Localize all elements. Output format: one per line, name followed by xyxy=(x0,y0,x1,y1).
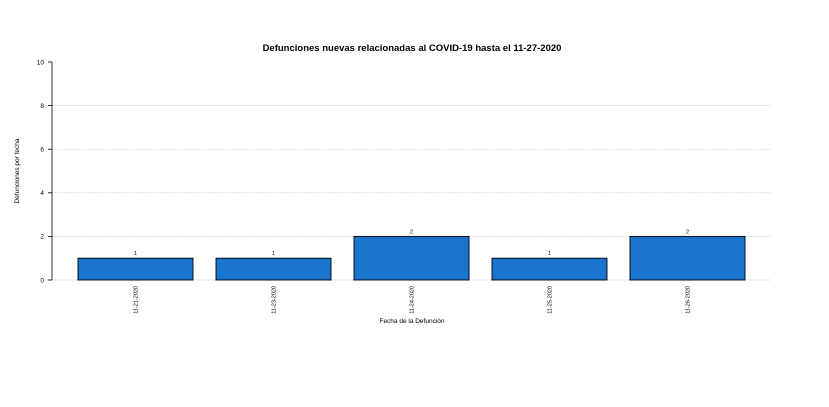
y-tick-label: 10 xyxy=(37,59,45,66)
x-tick-label: 11-21-2020 xyxy=(134,286,140,314)
y-tick-label: 6 xyxy=(40,147,44,154)
x-tick-label: 11-23-2020 xyxy=(272,286,278,314)
x-axis-label: Fecha de la Defunción xyxy=(379,318,444,325)
y-tick-label: 4 xyxy=(40,190,44,197)
y-tick-label: 8 xyxy=(40,103,44,110)
data-label: 1 xyxy=(548,251,551,257)
bar xyxy=(629,235,746,281)
bar xyxy=(215,257,332,281)
x-tick-label: 11-25-2020 xyxy=(548,286,554,314)
bar xyxy=(491,257,608,281)
data-labels: 1 1 2 1 2 xyxy=(134,229,689,257)
data-label: 2 xyxy=(686,229,689,235)
y-axis-ticks: 0 2 4 6 8 10 xyxy=(37,59,52,284)
bar xyxy=(353,235,470,281)
y-axis-label: Defunciones por fecha xyxy=(14,138,21,203)
bars xyxy=(77,235,746,281)
chart-title: Defunciones nuevas relacionadas al COVID… xyxy=(263,43,562,54)
x-tick-label: 11-24-2020 xyxy=(410,286,416,314)
bar xyxy=(77,257,194,281)
y-tick-label: 0 xyxy=(40,277,44,284)
data-label: 1 xyxy=(272,251,275,257)
y-tick-label: 2 xyxy=(40,234,44,241)
data-label: 1 xyxy=(134,251,137,257)
x-axis-tick-labels: 11-21-2020 11-23-2020 11-24-2020 11-25-2020… xyxy=(134,286,692,314)
x-tick-label: 11-26-2020 xyxy=(686,286,692,314)
data-label: 2 xyxy=(410,229,413,235)
